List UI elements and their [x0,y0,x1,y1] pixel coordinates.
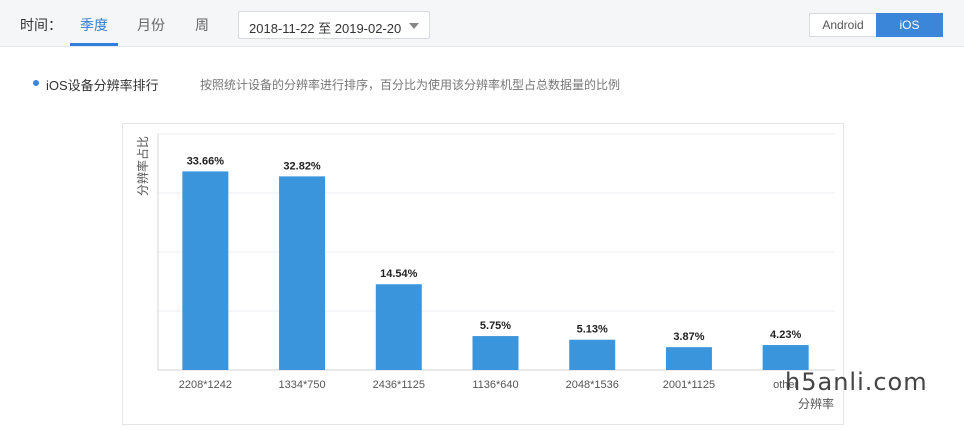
tab-week[interactable]: 周 [195,17,209,33]
data-label: 32.82% [283,160,321,172]
data-label: 5.75% [480,320,511,332]
bar [569,339,616,370]
x-tick-label: 2001*1125 [663,379,715,391]
bar [279,176,326,370]
filter-bar: 时间： 季度 月份 周 2018-11-22 至 2019-02-20 Andr… [0,0,964,47]
date-range-picker[interactable]: 2018-11-22 至 2019-02-20 [238,11,430,39]
bar [762,345,809,370]
bullet-dot-icon [33,80,39,86]
x-tick-label: 2048*1536 [566,379,619,391]
bar [472,336,519,370]
section-description: 按照统计设备的分辨率进行排序，百分比为使用该分辨率机型占总数据量的比例 [200,78,621,92]
platform-android-button[interactable]: Android [809,13,876,37]
x-tick-label: 2436*1125 [373,379,425,391]
platform-ios-button[interactable]: iOS [876,13,943,37]
bar [182,171,229,370]
time-label: 时间： [20,17,62,33]
data-label: 14.54% [380,268,418,280]
data-label: 5.13% [577,324,608,336]
tab-month[interactable]: 月份 [137,17,165,33]
date-range-value: 2018-11-22 至 2019-02-20 [249,21,402,36]
bar [665,347,712,370]
x-tick-label: 2208*1242 [179,379,232,391]
resolution-bar-chart: 分辨率占比 33.66% 2208*1242 32.82% 1334*750 14.54%… [135,133,835,411]
chevron-down-icon [409,23,419,29]
section-title: iOS设备分辨率排行 [46,78,159,93]
x-axis-label: 分辨率 [798,396,834,411]
data-label: 4.23% [770,329,801,341]
data-label: 33.66% [187,155,225,167]
bar [375,284,422,370]
data-label: 3.87% [673,331,704,343]
active-tab-indicator [70,43,118,46]
x-tick-label: 1334*750 [279,379,326,391]
x-tick-label: 1136*640 [472,379,518,391]
chart-container: 分辨率占比 33.66% 2208*1242 32.82% 1334*750 14.54%… [122,123,844,425]
watermark: h5anli.com [785,368,928,396]
tab-quarter[interactable]: 季度 [80,17,108,33]
x-tick-label: other [773,379,798,391]
y-axis-label: 分辨率占比 [135,136,150,196]
